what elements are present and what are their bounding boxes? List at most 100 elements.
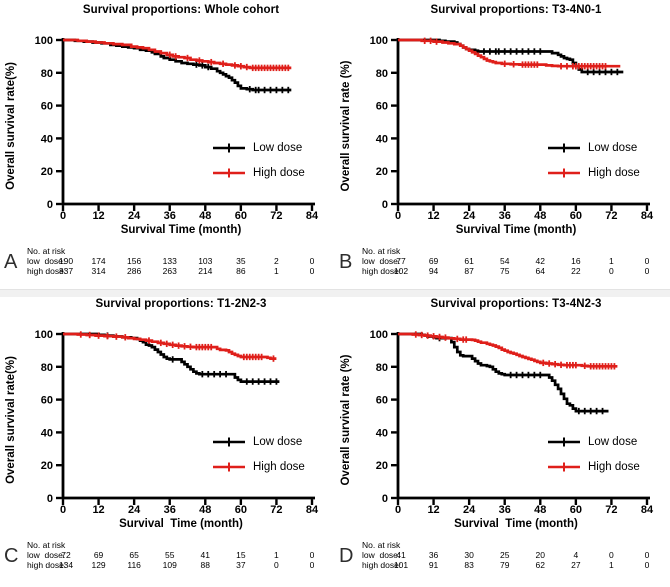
- risk-value: 1: [609, 256, 614, 266]
- survival-panel-D: Survival proportions: T3-4N2-3 Overall s…: [335, 294, 670, 587]
- x-axis-label: Survival Time (month): [454, 518, 578, 530]
- risk-value: 20: [535, 550, 546, 560]
- risk-value: 88: [200, 560, 211, 570]
- row-divider: [0, 289, 670, 297]
- risk-value: 65: [129, 550, 139, 560]
- risk-value: 91: [428, 560, 439, 570]
- risk-value: 41: [200, 550, 211, 560]
- risk-value: 69: [93, 550, 104, 560]
- svg-text:24: 24: [128, 210, 141, 222]
- svg-text:100: 100: [35, 329, 53, 341]
- risk-value: 79: [499, 560, 510, 570]
- svg-text:20: 20: [41, 460, 53, 472]
- legend-entry-low-dose: Low dose: [547, 429, 640, 454]
- risk-value: 0: [274, 560, 279, 570]
- high-dose-line-icon: [213, 168, 245, 177]
- survival-panel-C: Survival proportions: T1-2N2-3 Overall s…: [0, 294, 335, 587]
- svg-text:0: 0: [382, 493, 388, 505]
- risk-value: 0: [309, 560, 315, 570]
- low-dose-line-icon: [213, 143, 245, 152]
- risk-value: 102: [393, 266, 409, 276]
- legend: Low dose High dose: [212, 429, 305, 479]
- risk-row-label: low dose:: [362, 550, 403, 560]
- risk-value: 190: [58, 256, 74, 266]
- svg-text:72: 72: [605, 504, 617, 516]
- svg-text:24: 24: [128, 504, 141, 516]
- legend-entry-high-dose: High dose: [212, 454, 305, 479]
- svg-text:36: 36: [164, 210, 176, 222]
- low-dose-line-icon: [548, 437, 580, 446]
- svg-text:80: 80: [41, 362, 53, 374]
- risk-value: 4: [573, 550, 579, 560]
- risk-value: 0: [309, 550, 315, 560]
- risk-value: 1: [274, 266, 279, 276]
- risk-value: 133: [162, 256, 177, 266]
- risk-table: No. at risk low dose: 77 69 61 54 42 16 1 0 high…: [335, 0, 670, 293]
- risk-value: 94: [428, 266, 439, 276]
- risk-value: 16: [571, 256, 581, 266]
- survival-panel-A: Survival proportions: Whole cohort Overa…: [0, 0, 335, 293]
- panel-title: Survival proportions: Whole cohort: [82, 4, 280, 16]
- legend: Low dose High dose: [547, 135, 640, 185]
- svg-text:80: 80: [41, 68, 53, 80]
- svg-text:12: 12: [427, 210, 439, 222]
- km-plot: 0 12 24 36 48 60 72 84 0 20 40 60 80 100: [35, 329, 319, 516]
- x-axis-label: Survival Time (month): [120, 224, 242, 236]
- svg-text:72: 72: [605, 210, 617, 222]
- svg-text:60: 60: [376, 395, 388, 407]
- x-axis-label: Survival Time (month): [455, 224, 577, 236]
- svg-text:24: 24: [463, 210, 476, 222]
- risk-value: 62: [535, 560, 546, 570]
- risk-value: 129: [91, 560, 106, 570]
- svg-text:40: 40: [41, 133, 53, 145]
- svg-text:80: 80: [376, 362, 388, 374]
- risk-value: 0: [644, 560, 650, 570]
- risk-value: 116: [127, 560, 141, 570]
- risk-value: 174: [91, 256, 106, 266]
- risk-row-label: high dose:: [27, 266, 69, 276]
- legend-label-low-dose: Low dose: [588, 141, 638, 154]
- risk-value: 42: [535, 256, 546, 266]
- risk-value: 64: [535, 266, 546, 276]
- high-dose-line-icon: [548, 168, 580, 177]
- panel-letter: D: [339, 545, 354, 567]
- risk-value: 337: [58, 266, 74, 276]
- svg-text:12: 12: [427, 504, 439, 516]
- risk-value: 27: [571, 560, 581, 570]
- risk-row-label: high dose:: [362, 560, 404, 570]
- svg-text:0: 0: [47, 199, 53, 211]
- svg-text:60: 60: [570, 210, 582, 222]
- legend-entry-high-dose: High dose: [547, 160, 640, 185]
- legend-label-high-dose: High dose: [253, 166, 305, 179]
- risk-value: 36: [428, 550, 439, 560]
- svg-text:84: 84: [641, 210, 654, 222]
- km-plot: 0 12 24 36 48 60 72 84 0 20 40 60 80 100: [370, 35, 654, 222]
- risk-table: No. at risk low dose: 190 174 156 133 103 35 2…: [0, 0, 335, 293]
- svg-text:0: 0: [395, 210, 401, 222]
- risk-row-label: low dose:: [27, 256, 68, 266]
- km-plot: 0 12 24 36 48 60 72 84 0 20 40 60 80 100: [370, 329, 654, 516]
- low-dose-line-icon: [548, 143, 580, 152]
- risk-value: 286: [127, 266, 142, 276]
- svg-text:60: 60: [235, 210, 247, 222]
- svg-text:40: 40: [376, 133, 388, 145]
- svg-text:0: 0: [60, 210, 66, 222]
- risk-value: 314: [91, 266, 106, 276]
- km-plot: 0 12 24 36 48 60 72 84 0 20 40 60 80 100: [35, 35, 319, 222]
- risk-value: 75: [499, 266, 510, 276]
- risk-row-label: low dose:: [362, 256, 403, 266]
- svg-text:0: 0: [47, 493, 53, 505]
- risk-value: 0: [309, 256, 315, 266]
- svg-text:84: 84: [641, 504, 654, 516]
- risk-table: No. at risk low dose: 41 36 30 25 20 4 0 0 high …: [335, 294, 670, 587]
- legend-label-low-dose: Low dose: [253, 141, 303, 154]
- svg-text:48: 48: [534, 210, 546, 222]
- panel-title: Survival proportions: T3-4N0-1: [430, 4, 602, 16]
- risk-value: 0: [644, 550, 650, 560]
- risk-value: 87: [464, 266, 474, 276]
- risk-value: 35: [236, 256, 246, 266]
- risk-value: 61: [464, 256, 474, 266]
- svg-text:60: 60: [376, 101, 388, 113]
- risk-value: 1: [609, 560, 614, 570]
- svg-text:20: 20: [376, 166, 388, 178]
